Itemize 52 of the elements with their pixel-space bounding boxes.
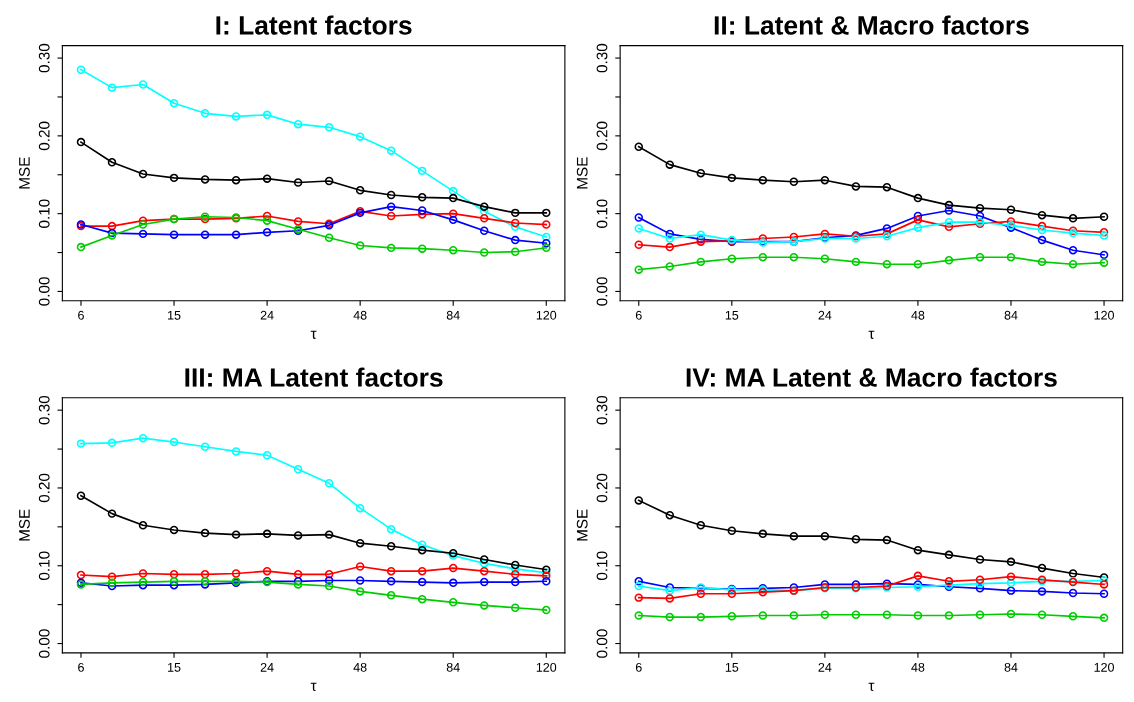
- x-tick-label: 120: [536, 310, 557, 320]
- y-axis-title: MSE: [19, 509, 30, 541]
- y-tick-label: 0.30: [596, 395, 608, 425]
- x-tick-label: 120: [1094, 310, 1114, 320]
- y-tick-label: 0.20: [596, 473, 608, 503]
- y-axis-title: MSE: [576, 157, 588, 189]
- y-tick-label: 0.30: [596, 43, 608, 73]
- y-tick-label: 0.10: [596, 551, 608, 581]
- x-tick-label: 84: [446, 662, 460, 672]
- x-tick-label: 120: [1094, 662, 1114, 672]
- x-tick-label: 84: [1004, 662, 1018, 672]
- y-tick-label: 0.00: [596, 629, 608, 658]
- y-tick-label: 0.20: [38, 121, 50, 151]
- x-axis-title: τ: [310, 330, 317, 339]
- x-tick-label: 24: [818, 662, 832, 672]
- x-axis-title: τ: [868, 682, 875, 692]
- y-tick-label: 0.10: [596, 199, 608, 228]
- x-tick-label: 15: [725, 310, 739, 320]
- x-tick-label: 24: [818, 310, 832, 320]
- x-tick-label: 48: [911, 662, 925, 672]
- y-axis-title: MSE: [576, 509, 588, 541]
- x-tick-label: 48: [353, 662, 367, 672]
- x-tick-label: 24: [260, 662, 274, 672]
- x-tick-label: 6: [635, 310, 642, 320]
- y-tick-label: 0.00: [596, 277, 608, 306]
- y-tick-label: 0.30: [38, 43, 50, 73]
- x-tick-label: 84: [446, 310, 460, 320]
- y-tick-label: 0.20: [38, 473, 50, 503]
- y-tick-label: 0.30: [38, 395, 50, 425]
- x-tick-label: 6: [635, 662, 642, 672]
- y-tick-label: 0.00: [38, 629, 50, 658]
- x-tick-label: 48: [353, 310, 367, 320]
- x-tick-label: 6: [78, 310, 84, 320]
- chart-title: IV: MA Latent & Macro factors: [686, 367, 1057, 387]
- chart-title: III: MA Latent factors: [185, 367, 443, 387]
- x-tick-label: 15: [168, 663, 181, 672]
- y-tick-label: 0.10: [38, 199, 50, 228]
- chart-title: II: Latent & Macro factors: [714, 15, 1029, 35]
- x-tick-label: 15: [725, 663, 739, 672]
- y-tick-label: 0.10: [38, 551, 50, 581]
- x-tick-label: 120: [536, 662, 557, 672]
- x-axis-title: τ: [868, 330, 875, 339]
- x-axis-title: τ: [310, 682, 317, 692]
- x-tick-label: 15: [168, 310, 181, 320]
- y-tick-label: 0.20: [596, 121, 608, 151]
- x-tick-label: 24: [260, 310, 274, 320]
- y-axis-title: MSE: [19, 157, 30, 189]
- chart-title: I: Latent factors: [216, 15, 412, 35]
- x-tick-label: 84: [1004, 310, 1018, 320]
- x-tick-label: 48: [911, 310, 925, 320]
- x-tick-label: 6: [78, 662, 84, 672]
- y-tick-label: 0.00: [38, 277, 50, 306]
